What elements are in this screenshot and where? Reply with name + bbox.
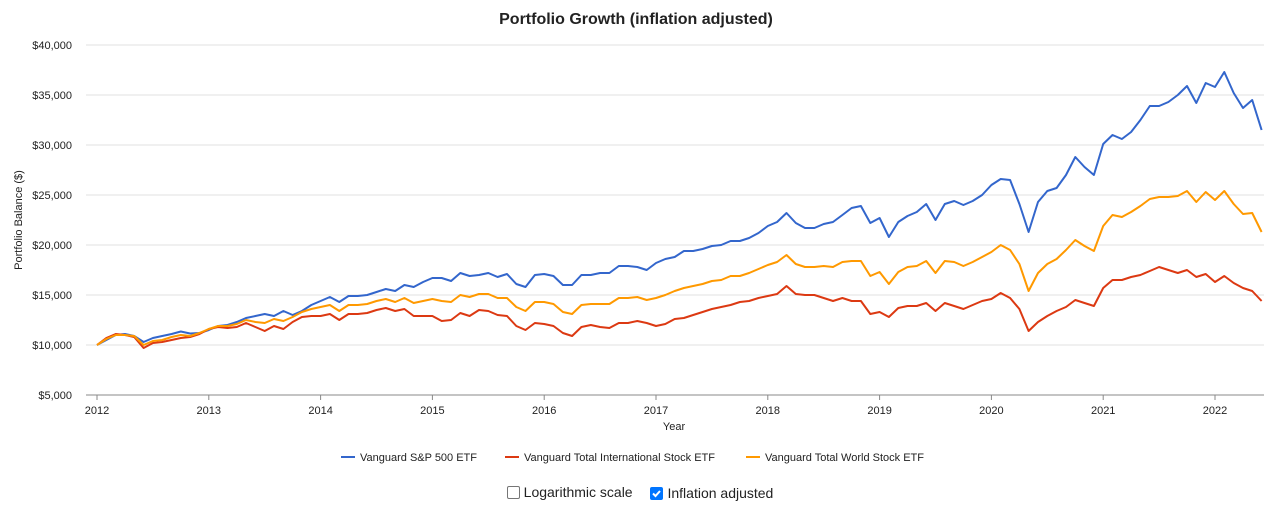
inflation-adjusted-option[interactable]: Inflation adjusted xyxy=(650,485,773,501)
x-tick-label: 2017 xyxy=(644,405,668,417)
series-line-3 xyxy=(96,190,1263,346)
inflation-adjusted-checkbox[interactable] xyxy=(650,486,664,500)
x-tick-label: 2013 xyxy=(197,405,221,417)
y-tick-label: $15,000 xyxy=(32,290,72,302)
x-tick-label: 2018 xyxy=(756,405,780,417)
x-tick-label: 2019 xyxy=(867,405,891,417)
legend-label-3: Vanguard Total World Stock ETF xyxy=(765,452,924,464)
y-tick-label: $10,000 xyxy=(32,340,72,352)
y-tick-label: $35,000 xyxy=(32,90,72,102)
y-axis-ticks: $5,000 $10,000 $15,000 $20,000 $25,000 $30,00… xyxy=(32,40,72,402)
x-tick-label: 2015 xyxy=(420,405,444,417)
gridlines xyxy=(86,44,1264,396)
y-tick-label: $25,000 xyxy=(32,190,72,202)
legend: Vanguard S&P 500 ETF Vanguard Total Inter… xyxy=(341,452,924,464)
chart-area: Portfolio Growth (inflation adjusted) $5… xyxy=(13,11,1264,464)
x-axis-ticks: 2012 2013 2014 2015 2016 2017 2018 2019 2020 2021… xyxy=(85,395,1227,417)
logarithmic-scale-option[interactable]: Logarithmic scale xyxy=(506,484,633,500)
x-axis-label: Year xyxy=(663,421,686,433)
series-lines xyxy=(96,71,1263,349)
x-tick-label: 2021 xyxy=(1091,405,1115,417)
x-tick-label: 2014 xyxy=(308,405,332,417)
x-tick-label: 2020 xyxy=(979,405,1003,417)
y-tick-label: $5,000 xyxy=(38,390,72,402)
logarithmic-scale-checkbox[interactable] xyxy=(506,485,520,499)
legend-label-2: Vanguard Total International Stock ETF xyxy=(524,452,715,464)
x-tick-label: 2012 xyxy=(85,405,109,417)
series-line-2 xyxy=(96,266,1263,349)
logarithmic-scale-label: Logarithmic scale xyxy=(523,484,633,500)
series-line-1 xyxy=(96,71,1263,346)
legend-label-1: Vanguard S&P 500 ETF xyxy=(360,452,477,464)
chart-title: Portfolio Growth (inflation adjusted) xyxy=(499,11,773,28)
x-tick-label: 2016 xyxy=(532,405,556,417)
chart-options: Logarithmic scale Inflation adjusted xyxy=(0,484,1280,502)
x-tick-label: 2022 xyxy=(1203,405,1227,417)
portfolio-growth-chart: Portfolio Growth (inflation adjusted) $5… xyxy=(13,11,1264,464)
y-tick-label: $30,000 xyxy=(32,140,72,152)
y-tick-label: $20,000 xyxy=(32,240,72,252)
y-axis-label: Portfolio Balance ($) xyxy=(13,170,25,270)
y-tick-label: $40,000 xyxy=(32,40,72,52)
inflation-adjusted-label: Inflation adjusted xyxy=(667,485,774,501)
